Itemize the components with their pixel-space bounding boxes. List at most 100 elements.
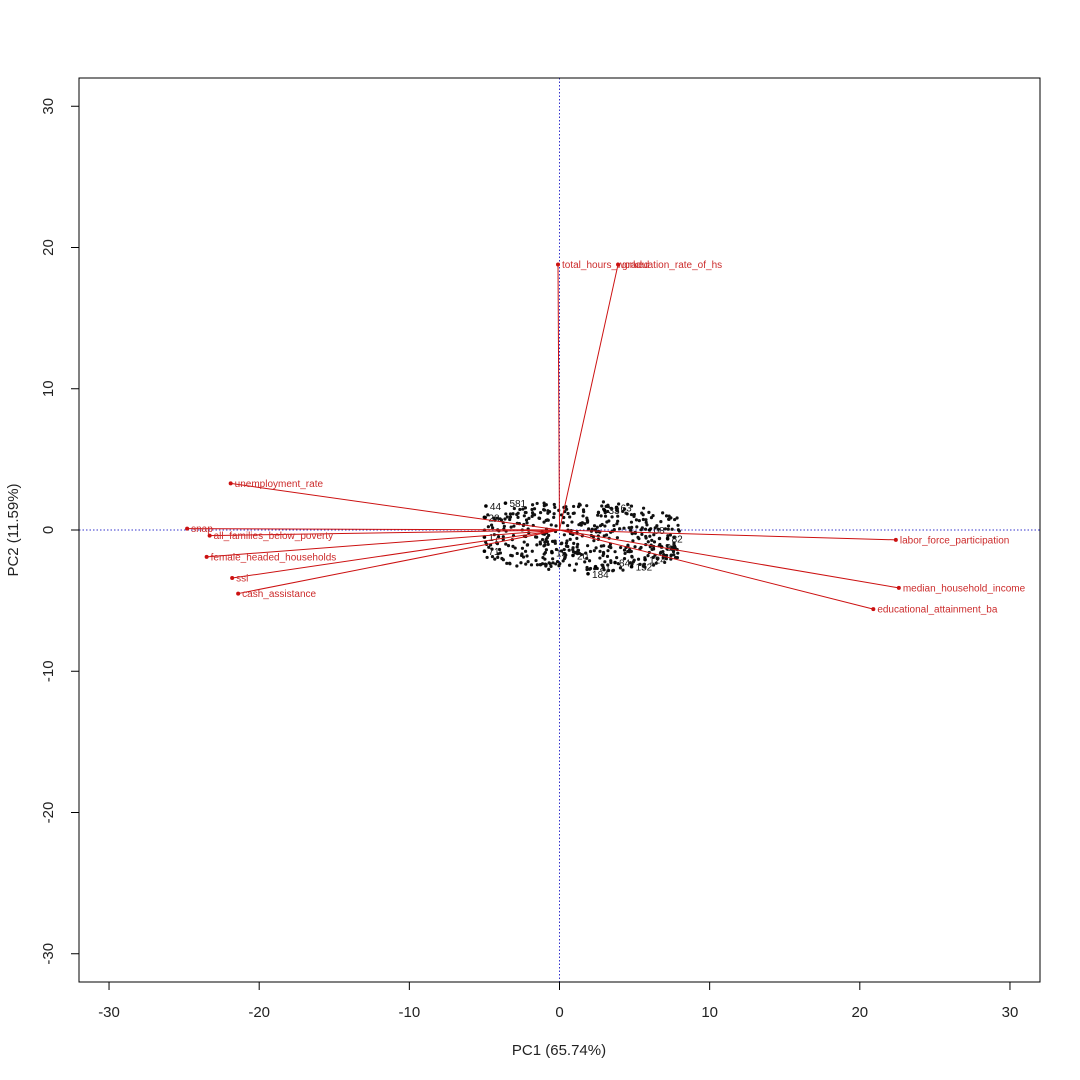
observation-cloud-point bbox=[598, 549, 602, 553]
observation-cloud-point bbox=[605, 554, 610, 558]
observation-cloud-point bbox=[664, 557, 669, 561]
observation-cloud-point bbox=[611, 569, 615, 573]
observation-cloud-point bbox=[621, 509, 625, 513]
observation-cloud-point bbox=[657, 537, 661, 541]
observation-cloud-point bbox=[512, 524, 516, 528]
observation-cloud-point bbox=[676, 551, 680, 555]
observation-cloud-point bbox=[644, 518, 648, 522]
observation-cloud-point bbox=[538, 563, 542, 567]
observation-cloud-point bbox=[650, 538, 654, 542]
observation-cloud-point bbox=[602, 534, 606, 538]
observation-cloud-point bbox=[503, 517, 507, 521]
observation-cloud-point bbox=[655, 524, 659, 528]
observation-cloud-point bbox=[547, 561, 551, 565]
observation-cloud-point bbox=[598, 556, 602, 560]
observation-cloud-point bbox=[673, 517, 677, 522]
observation-cloud-point bbox=[666, 527, 670, 531]
observation-cloud-point bbox=[501, 535, 505, 539]
x-tick-label: -30 bbox=[98, 1004, 120, 1021]
observation-cloud-point bbox=[646, 554, 650, 558]
observation-cloud-point bbox=[499, 518, 504, 522]
observation-cloud-point bbox=[586, 544, 590, 548]
observation-cloud-point bbox=[491, 526, 495, 530]
observation-cloud-point bbox=[615, 536, 619, 540]
observation-cloud-point bbox=[530, 549, 534, 553]
observation-cloud-point bbox=[585, 518, 589, 522]
loading-arrow bbox=[559, 529, 896, 541]
observation-cloud-point bbox=[490, 547, 494, 551]
observation-cloud-point bbox=[595, 525, 599, 529]
observation-cloud-point bbox=[572, 541, 576, 546]
observation-cloud-point bbox=[606, 509, 610, 514]
observation-cloud-point bbox=[606, 503, 610, 507]
observation-point bbox=[484, 504, 488, 508]
observation-cloud-point bbox=[651, 563, 656, 567]
observation-cloud-point bbox=[559, 549, 564, 553]
observation-cloud-point bbox=[643, 565, 647, 569]
loading-arrow-tip bbox=[893, 537, 898, 542]
x-tick-label: -10 bbox=[399, 1004, 421, 1021]
observation-cloud-point bbox=[559, 542, 563, 546]
observation-cloud-point bbox=[515, 564, 519, 568]
observation-cloud-point bbox=[616, 519, 620, 523]
observation-cloud-point bbox=[666, 534, 670, 538]
observation-cloud-point bbox=[546, 542, 550, 547]
observation-cloud-point bbox=[570, 520, 574, 524]
observation-cloud-point bbox=[504, 512, 508, 516]
y-tick-label: -10 bbox=[40, 660, 57, 682]
observation-cloud-point bbox=[592, 549, 596, 553]
observation-cloud-point bbox=[622, 526, 626, 530]
observation-cloud-point bbox=[635, 525, 639, 529]
observation-cloud-point bbox=[670, 527, 674, 531]
observation-cloud-point bbox=[626, 502, 630, 506]
observation-cloud-point bbox=[515, 551, 519, 556]
observation-cloud-point bbox=[524, 510, 528, 515]
observation-cloud-point bbox=[652, 533, 656, 537]
observation-cloud-point bbox=[537, 516, 541, 520]
observation-cloud-point bbox=[610, 515, 614, 519]
observation-cloud-point bbox=[496, 555, 500, 559]
observation-cloud-point bbox=[616, 514, 620, 518]
observation-cloud-point bbox=[543, 562, 547, 566]
observation-cloud-point bbox=[541, 556, 545, 560]
loading-arrow bbox=[232, 529, 560, 579]
observation-cloud-point bbox=[525, 521, 529, 525]
observation-cloud-point bbox=[523, 506, 528, 510]
observation-cloud-point bbox=[673, 555, 678, 560]
observation-cloud-point bbox=[626, 549, 630, 554]
observation-label: 17 bbox=[488, 533, 500, 544]
observation-cloud-point bbox=[658, 551, 663, 555]
observation-label: 21 bbox=[600, 563, 612, 574]
observation-cloud-point bbox=[618, 566, 623, 570]
observation-label: 82 bbox=[672, 534, 684, 545]
observation-label: 63 bbox=[621, 503, 633, 514]
observation-label: 184 bbox=[592, 570, 609, 581]
observation-cloud-point bbox=[599, 514, 603, 518]
observation-cloud-point bbox=[534, 558, 538, 563]
observation-cloud-point bbox=[573, 568, 577, 572]
observation-cloud-point bbox=[546, 518, 550, 522]
observation-cloud-point bbox=[509, 525, 513, 529]
x-tick-label: 0 bbox=[555, 1004, 563, 1021]
observation-cloud-point bbox=[608, 544, 612, 548]
observation-cloud-point bbox=[613, 550, 617, 554]
observation-cloud-point bbox=[632, 512, 636, 517]
observation-cloud-point bbox=[629, 549, 633, 554]
observation-cloud-point bbox=[486, 513, 490, 517]
y-tick-label: 30 bbox=[40, 98, 57, 115]
observation-cloud-point bbox=[615, 509, 620, 513]
x-tick-label: -20 bbox=[248, 1004, 270, 1021]
observation-cloud-point bbox=[663, 527, 668, 531]
observation-cloud-point bbox=[603, 560, 607, 564]
loading-arrow bbox=[206, 529, 560, 558]
observation-point bbox=[503, 501, 508, 505]
observation-cloud-point bbox=[615, 522, 619, 526]
observation-cloud-point bbox=[508, 512, 513, 516]
observation-cloud-point bbox=[587, 559, 592, 563]
observation-cloud-point bbox=[630, 554, 634, 558]
observation-cloud-point bbox=[554, 562, 558, 566]
observation-cloud-point bbox=[524, 518, 529, 522]
observation-cloud-point bbox=[643, 527, 648, 531]
observation-cloud-point bbox=[624, 511, 628, 515]
observation-cloud-point bbox=[520, 546, 525, 550]
